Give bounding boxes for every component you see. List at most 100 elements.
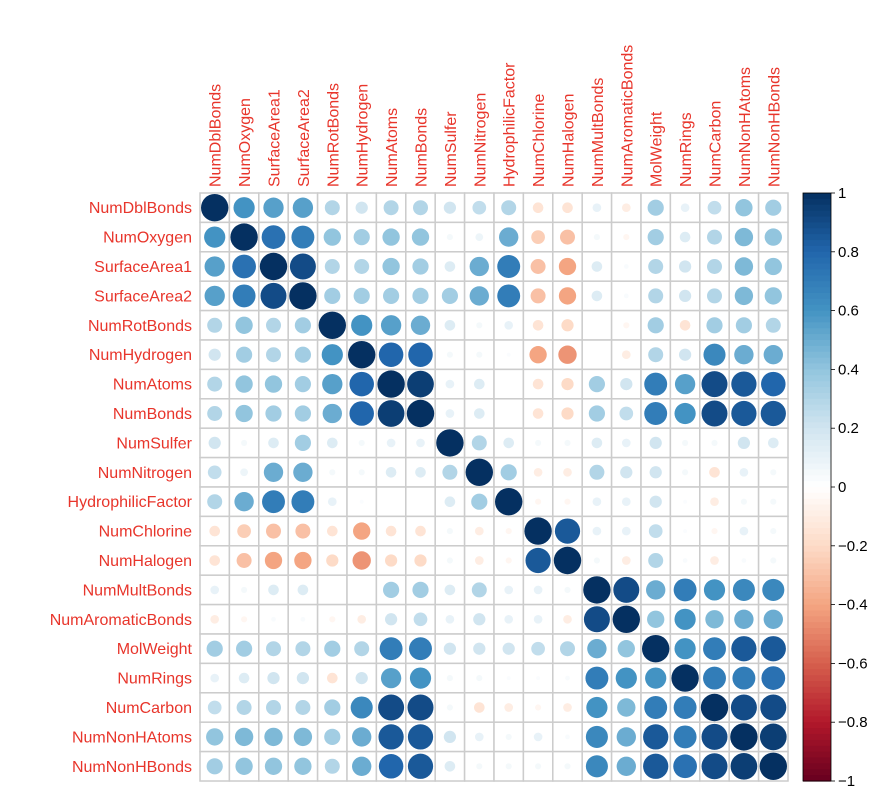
- corr-circle-SurfaceArea1-HydrophilicFactor: [497, 255, 521, 278]
- colorbar-tick-label: −1: [838, 773, 855, 790]
- corr-circle-NumNitrogen-NumRotBonds: [329, 469, 336, 476]
- corr-circle-NumOxygen-NumNonHAtoms: [734, 227, 754, 247]
- colorbar-segment: [803, 775, 831, 782]
- colorbar-tick-label: 0.6: [838, 303, 859, 320]
- colorbar-segment: [803, 586, 831, 594]
- corr-circle-NumRotBonds-NumNitrogen: [476, 322, 483, 329]
- corr-circle-SurfaceArea1-MolWeight: [648, 258, 664, 275]
- colorbar-segment: [803, 487, 831, 494]
- corr-circle-NumMultBonds-MolWeight: [646, 580, 666, 600]
- corr-circle-NumHalogen-NumChlorine: [525, 547, 551, 574]
- corr-circle-NumBonds-NumMultBonds: [588, 405, 606, 422]
- corr-circle-NumChlorine-NumHalogen: [554, 518, 581, 544]
- circles: [201, 194, 787, 780]
- column-labels: NumDblBonds NumOxygen SurfaceArea1 SurfaceA…: [208, 45, 784, 187]
- column-label: NumBonds: [414, 108, 431, 187]
- corr-circle-SurfaceArea2-NumNonHAtoms: [734, 286, 754, 306]
- corr-circle-NumRotBonds-NumAromaticBonds: [623, 322, 630, 329]
- corr-circle-NumNonHAtoms-SurfaceArea1: [264, 727, 283, 747]
- colorbar-segment: [803, 769, 831, 776]
- colorbar-segment: [803, 281, 831, 288]
- column-label: NumRotBonds: [325, 83, 342, 187]
- corr-circle-SurfaceArea2-NumHalogen: [558, 287, 577, 305]
- corr-circle-NumOxygen-NumNonHBonds: [764, 228, 782, 246]
- corr-circle-NumNonHAtoms-NumDblBonds: [206, 728, 224, 746]
- corr-circle-NumBonds-NumAromaticBonds: [619, 406, 634, 421]
- corr-circle-NumCarbon-MolWeight: [644, 696, 668, 719]
- column-label: NumNonHAtoms: [737, 67, 754, 187]
- corr-circle-NumAtoms-NumCarbon: [701, 371, 728, 398]
- corr-circle-NumBonds-SurfaceArea1: [265, 405, 282, 422]
- corr-circle-NumOxygen-NumAtoms: [382, 228, 400, 246]
- corr-circle-NumNitrogen-MolWeight: [649, 466, 662, 479]
- corr-circle-SurfaceArea1-NumAromaticBonds: [623, 264, 629, 269]
- colorbar-segment: [803, 222, 831, 229]
- corr-circle-NumNonHBonds-NumChlorine: [535, 763, 542, 770]
- corr-circle-HydrophilicFactor-NumMultBonds: [592, 497, 602, 507]
- corr-circle-NumHalogen-NumCarbon: [710, 556, 719, 565]
- corr-circle-NumHydrogen-NumCarbon: [703, 343, 726, 366]
- corr-circle-SurfaceArea2-NumNitrogen: [469, 286, 489, 306]
- corr-circle-NumDblBonds-SurfaceArea1: [263, 197, 284, 218]
- corr-circle-NumOxygen-NumRotBonds: [323, 228, 341, 246]
- corr-circle-NumNonHAtoms-NumAtoms: [378, 724, 404, 750]
- corr-circle-NumNonHBonds-NumNonHBonds: [759, 752, 787, 780]
- row-label: NumCarbon: [106, 700, 192, 717]
- row-label: NumHalogen: [99, 553, 192, 570]
- corr-circle-NumRings-NumCarbon: [703, 666, 726, 690]
- corr-circle-NumRotBonds-NumRings: [679, 319, 691, 331]
- corr-circle-HydrophilicFactor-NumNonHAtoms: [740, 498, 747, 505]
- colorbar-segment: [803, 381, 831, 388]
- column-label: HydrophilicFactor: [502, 62, 519, 187]
- corr-circle-MolWeight-NumChlorine: [531, 641, 545, 656]
- row-label: NumRotBonds: [88, 318, 192, 335]
- corr-circle-SurfaceArea2-NumSulfer: [441, 287, 459, 305]
- colorbar-tick-label: 0: [838, 479, 846, 496]
- corr-circle-NumMultBonds-HydrophilicFactor: [504, 585, 514, 595]
- colorbar-segment: [803, 234, 831, 241]
- corr-circle-NumHalogen-NumDblBonds: [209, 555, 221, 566]
- colorbar-tick-label: 0.4: [838, 361, 859, 378]
- corr-circle-NumBonds-NumNitrogen: [473, 408, 485, 419]
- colorbar-segment: [803, 481, 831, 488]
- colorbar-segment: [803, 733, 831, 741]
- colorbar-segment: [803, 522, 831, 529]
- column-label: NumAromaticBonds: [619, 45, 636, 187]
- corr-circle-NumDblBonds-NumOxygen: [233, 197, 255, 219]
- corr-circle-NumDblBonds-NumAromaticBonds: [621, 203, 631, 213]
- corr-circle-NumAtoms-NumNonHAtoms: [731, 371, 757, 397]
- corr-circle-NumChlorine-HydrophilicFactor: [505, 528, 512, 535]
- corr-circle-NumRings-MolWeight: [645, 667, 667, 689]
- corr-circle-NumAromaticBonds-NumBonds: [413, 612, 428, 627]
- corr-circle-HydrophilicFactor-NumOxygen: [234, 492, 254, 512]
- corr-circle-HydrophilicFactor-NumDblBonds: [207, 494, 223, 510]
- corr-circle-NumHalogen-NumNitrogen: [474, 556, 484, 565]
- corr-circle-MolWeight-NumDblBonds: [206, 640, 223, 657]
- colorbar-segment: [803, 428, 831, 435]
- corr-circle-SurfaceArea1-NumHydrogen: [354, 258, 370, 275]
- colorbar-segment: [803, 198, 831, 206]
- colorbar-segment: [803, 340, 831, 347]
- corr-circle-SurfaceArea2-NumNonHBonds: [764, 287, 782, 305]
- corr-circle-MolWeight-NumAtoms: [379, 637, 403, 661]
- row-label: NumRings: [117, 671, 192, 688]
- corr-circle-NumAtoms-NumHydrogen: [349, 371, 374, 397]
- corr-circle-NumOxygen-NumOxygen: [230, 223, 258, 251]
- corr-circle-SurfaceArea1-SurfaceArea1: [259, 252, 288, 281]
- corr-circle-NumCarbon-SurfaceArea2: [295, 699, 311, 716]
- corr-circle-NumAromaticBonds-SurfaceArea1: [271, 616, 276, 622]
- corr-circle-NumHydrogen-NumSulfer: [446, 351, 453, 358]
- corr-circle-MolWeight-NumHalogen: [559, 641, 576, 657]
- corr-circle-NumHalogen-MolWeight: [648, 552, 664, 569]
- corr-circle-NumCarbon-NumChlorine: [535, 704, 542, 711]
- colorbar-segment: [803, 598, 831, 606]
- corr-circle-NumRings-SurfaceArea1: [267, 671, 280, 685]
- colorbar-segment: [803, 528, 831, 535]
- colorbar-segment: [803, 287, 831, 294]
- colorbar-segment: [803, 492, 831, 500]
- colorbar-segment: [803, 622, 831, 629]
- corr-circle-NumAtoms-NumNonHBonds: [761, 371, 786, 397]
- corr-circle-NumAromaticBonds-MolWeight: [647, 610, 665, 628]
- corr-circle-NumNitrogen-NumNitrogen: [465, 458, 493, 486]
- corr-circle-NumMultBonds-NumMultBonds: [583, 576, 611, 604]
